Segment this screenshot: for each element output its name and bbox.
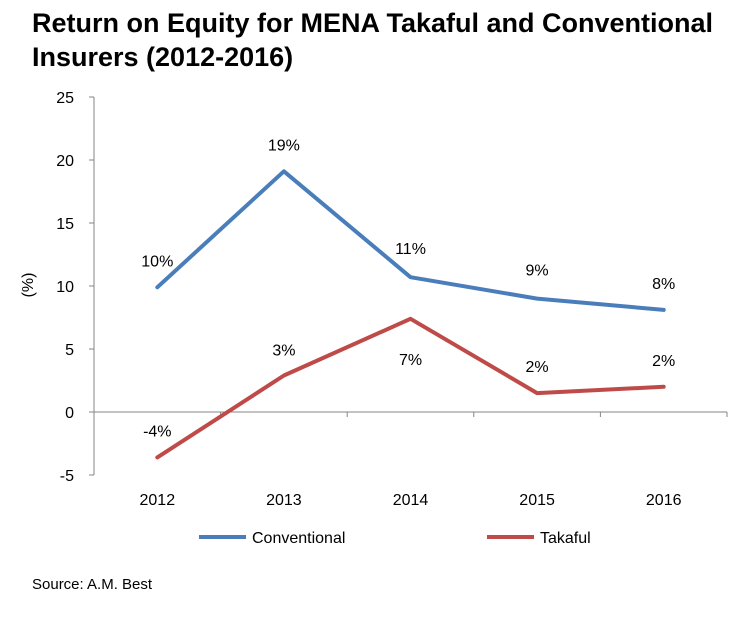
data-label-takaful: 2%: [526, 359, 549, 376]
data-label-conventional: 19%: [268, 137, 300, 154]
x-tick-label: 2012: [140, 492, 176, 509]
data-label-takaful: -4%: [143, 423, 171, 440]
data-label-takaful: 3%: [272, 342, 295, 359]
legend-label-conventional: Conventional: [252, 530, 345, 547]
y-tick-label: 20: [56, 153, 74, 170]
y-tick-label: 15: [56, 216, 74, 233]
y-tick-label: 5: [65, 342, 74, 359]
x-tick-label: 2016: [646, 492, 682, 509]
source-note: Source: A.M. Best: [32, 576, 153, 593]
y-tick-label: -5: [60, 468, 74, 485]
x-tick-label: 2014: [393, 492, 429, 509]
y-tick-label: 25: [56, 90, 74, 107]
data-label-takaful: 2%: [652, 353, 675, 370]
y-tick-label: 0: [65, 405, 74, 422]
data-label-conventional: 9%: [526, 263, 549, 280]
series-line-takaful: [155, 316, 666, 460]
x-tick-label: 2015: [519, 492, 555, 509]
data-label-conventional: 11%: [395, 241, 426, 258]
legend-label-takaful: Takaful: [540, 530, 591, 547]
y-axis-label: (%): [20, 273, 37, 298]
y-tick-label: 10: [56, 279, 74, 296]
chart-title: Return on Equity for MENA Takaful and Co…: [32, 8, 714, 72]
series-line-conventional: [155, 169, 666, 312]
data-label-takaful: 7%: [399, 352, 422, 369]
data-label-conventional: 8%: [652, 276, 675, 293]
data-label-conventional: 10%: [141, 253, 173, 270]
x-tick-label: 2013: [266, 492, 302, 509]
